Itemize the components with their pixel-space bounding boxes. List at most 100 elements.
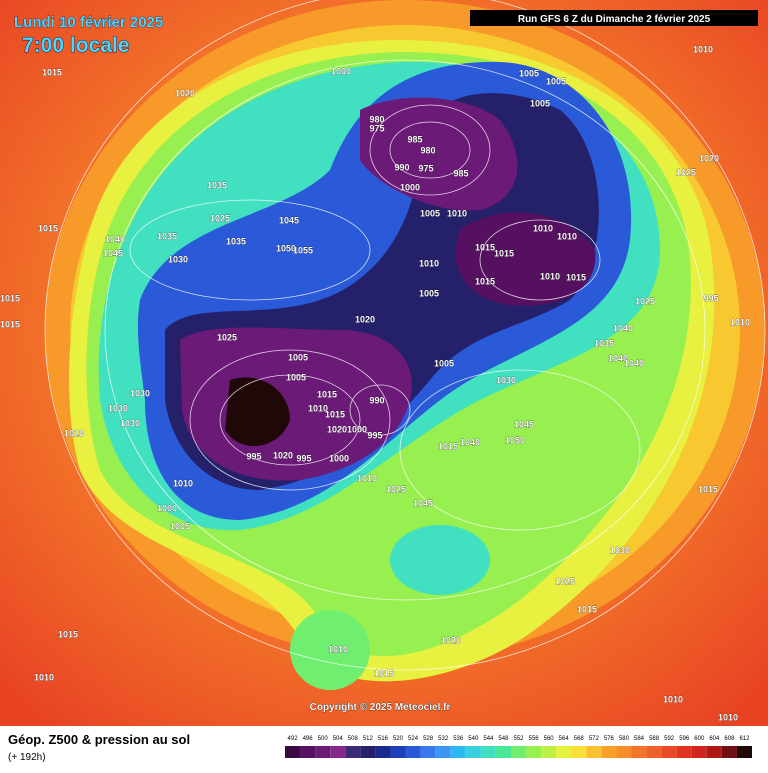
isobar-label: 1010 [663, 694, 683, 704]
isobar-label: 1015 [698, 484, 718, 494]
isobar-label: 1010 [693, 44, 713, 54]
isobar-label: 995 [367, 430, 382, 440]
scale-label: 564 [559, 736, 570, 742]
isobar-label: 1015 [317, 389, 337, 399]
isobar-label: 1010 [34, 672, 54, 682]
isobar-label: 1010 [419, 258, 439, 268]
isobar-label: 1025 [386, 484, 406, 494]
isobar-label: 1020 [273, 450, 293, 460]
scale-swatch [541, 746, 557, 758]
scale-label: 492 [288, 736, 299, 742]
scale-swatch [631, 746, 647, 758]
isobar-label: 1030 [168, 254, 188, 264]
isobar-label: 1005 [434, 358, 454, 368]
isobar-label: 1000 [400, 182, 420, 192]
time: 7:00 locale [22, 34, 129, 57]
scale-swatch [721, 746, 737, 758]
isobar-label: 1050 [276, 243, 296, 253]
scale-label: 496 [303, 736, 314, 742]
scale-label: 580 [619, 736, 630, 742]
footer-title: Géop. Z500 & pression au sol [8, 732, 190, 747]
isobar-label: 1020 [355, 314, 375, 324]
scale-swatch [285, 746, 301, 758]
isobar-label: 1005 [286, 372, 306, 382]
isobar-label: 1050 [505, 435, 525, 445]
isobar-label: 1000 [347, 424, 367, 434]
isobar-label: 985 [453, 168, 468, 178]
color-scale: 492 496 500 504 508 512 516 520 524 528 532 536 540 5… [285, 736, 752, 758]
isobar-label: 990 [394, 162, 409, 172]
isobar-label: 1005 [288, 352, 308, 362]
isobar-label: 1015 [325, 409, 345, 419]
scale-swatch [601, 746, 617, 758]
isobar-label: 1010 [328, 644, 348, 654]
scale-label: 504 [333, 736, 344, 742]
scale-label: 532 [438, 736, 449, 742]
isobar-label: 1005 [170, 521, 190, 531]
isobar-label: 1015 [374, 668, 394, 678]
scale-label: 608 [724, 736, 735, 742]
isobar-label: 1025 [676, 167, 696, 177]
isobar-label: 1010 [557, 231, 577, 241]
scale-label: 540 [468, 736, 479, 742]
scale-label: 548 [498, 736, 509, 742]
scale-label: 596 [679, 736, 690, 742]
scale-label: 544 [483, 736, 494, 742]
isobar-label: 1015 [38, 223, 58, 233]
isobar-label: 1000 [331, 66, 351, 76]
isobar-label: 1000 [157, 503, 177, 513]
isobar-label: 1005 [420, 208, 440, 218]
scale-swatch [405, 746, 421, 758]
scale-swatch [330, 746, 346, 758]
scale-label: 556 [529, 736, 540, 742]
scale-label: 508 [348, 736, 359, 742]
scale-swatch [465, 746, 481, 758]
isobar-label: 1025 [210, 213, 230, 223]
isobar-label: 1010 [308, 403, 328, 413]
isobar-label: 1015 [42, 67, 62, 77]
isobar-label: 1015 [0, 293, 20, 303]
isobar-label: 1045 [279, 215, 299, 225]
isobar-label: 1015 [58, 629, 78, 639]
isobar-label: 1015 [577, 604, 597, 614]
isobar-label: 1030 [120, 418, 140, 428]
isobar-label: 985 [407, 134, 422, 144]
isobar-label: 1030 [108, 403, 128, 413]
isobar-label: 995 [296, 453, 311, 463]
scale-label: 612 [739, 736, 750, 742]
isobar-label: 1030 [610, 545, 630, 555]
scale-swatch [646, 746, 662, 758]
isobar-label: 1015 [438, 441, 458, 451]
scale-label: 576 [604, 736, 615, 742]
scale-swatch [360, 746, 376, 758]
scale-swatch [390, 746, 406, 758]
scale-label: 592 [664, 736, 675, 742]
isobar-label: 1005 [546, 76, 566, 86]
isobar-label: 1030 [496, 375, 516, 385]
isobar-label: 1020 [441, 635, 461, 645]
date: Lundi 10 février 2025 [14, 14, 163, 31]
scale-swatch [706, 746, 722, 758]
isobar-label: 1010 [447, 208, 467, 218]
isobar-label: 1020 [699, 153, 719, 163]
scale-label: 572 [589, 736, 600, 742]
isobar-label: 1010 [730, 317, 750, 327]
scale-swatch [571, 746, 587, 758]
isobar-label: 1005 [419, 288, 439, 298]
isobar-label: 1020 [175, 88, 195, 98]
isobar-label: 1030 [130, 388, 150, 398]
scale-label: 568 [574, 736, 585, 742]
isobar-lines [44, 0, 766, 671]
isobar-label: 1015 [475, 242, 495, 252]
scale-swatch [616, 746, 632, 758]
isobar-label: 1025 [555, 576, 575, 586]
isobar-label: 1055 [293, 245, 313, 255]
isobar-label: 1045 [103, 248, 123, 258]
scale-swatch [345, 746, 361, 758]
isobar-label: 1045 [514, 419, 534, 429]
isobar-label: 1040 [624, 358, 644, 368]
isobar-label: 1005 [530, 98, 550, 108]
scale-swatch [676, 746, 692, 758]
scale-label: 512 [363, 736, 374, 742]
